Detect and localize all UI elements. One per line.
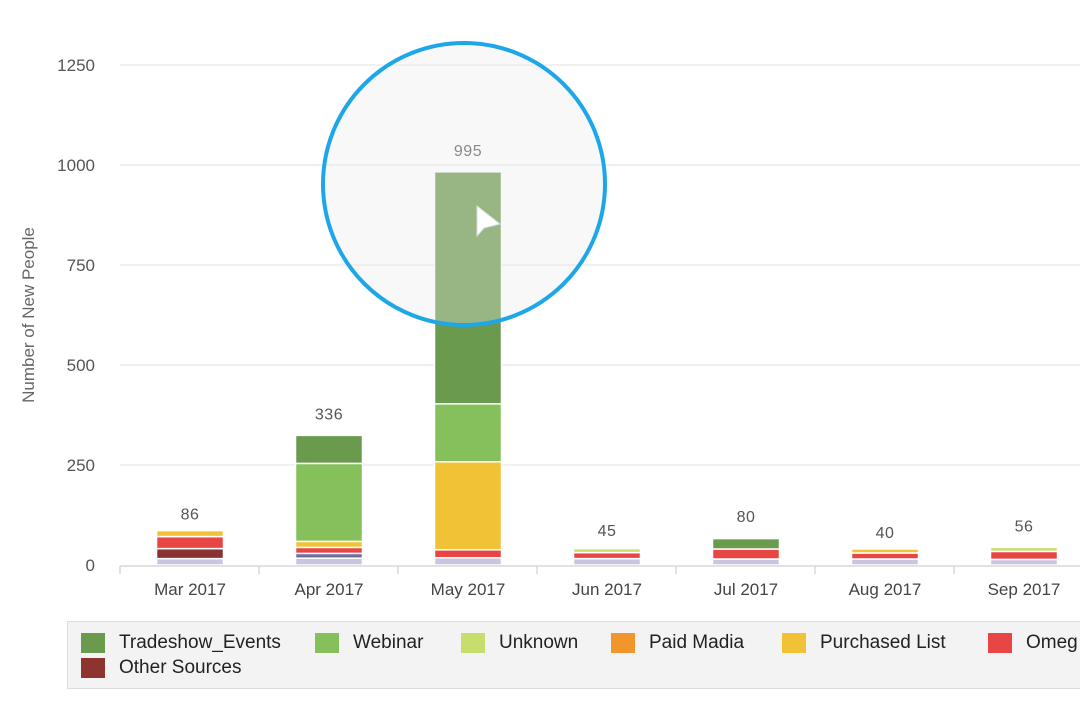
- legend-swatch: [611, 633, 635, 653]
- bars: [155, 171, 1059, 566]
- bar-segment: [433, 549, 503, 559]
- bar-segment: [572, 547, 642, 554]
- legend-label: Unknown: [499, 632, 579, 653]
- legend-label: Paid Madia: [649, 632, 745, 653]
- bar-total-label: 80: [737, 509, 756, 526]
- legend-item[interactable]: Webinar: [315, 632, 423, 654]
- bar-segment: [433, 171, 503, 405]
- y-tick-label: 1250: [57, 56, 95, 75]
- bar-segment: [155, 529, 225, 538]
- legend-label: Tradeshow_Events: [119, 632, 281, 653]
- y-axis-title: Number of New People: [19, 227, 38, 403]
- bar-total-label: 40: [876, 525, 895, 542]
- bar-segment: [155, 557, 225, 566]
- y-tick-label: 750: [67, 256, 95, 275]
- legend-label: Other Sources: [119, 657, 242, 678]
- x-tick-label: May 2017: [431, 580, 506, 599]
- bar-segment: [572, 551, 642, 560]
- bar-segment: [155, 535, 225, 550]
- legend-swatch: [782, 633, 806, 653]
- x-axis: Mar 2017 Apr 2017 May 2017 Jun 2017 Jul 2017…: [119, 565, 1080, 599]
- highlight-circle: [321, 41, 607, 327]
- x-tick-label: Jun 2017: [572, 580, 642, 599]
- legend-item[interactable]: Unknown: [461, 632, 578, 654]
- gridlines: [120, 64, 1080, 466]
- bar-total-label: 336: [315, 407, 343, 424]
- legend-item[interactable]: Omeg: [988, 632, 1078, 654]
- bar-segment: [711, 537, 781, 550]
- bar-segment: [294, 434, 364, 465]
- bar-total-label: 995: [454, 143, 482, 160]
- bar-segment: [433, 557, 503, 566]
- bar-total-label: 45: [598, 523, 617, 540]
- legend-swatch: [315, 633, 339, 653]
- bar-segment: [294, 557, 364, 566]
- bar-segment: [711, 558, 781, 566]
- bar-segment: [155, 547, 225, 560]
- bar-segment: [850, 548, 920, 554]
- legend-item[interactable]: Purchased List: [782, 632, 946, 654]
- y-tick-label: 250: [67, 456, 95, 475]
- legend-swatch: [988, 633, 1012, 653]
- y-axis-ticks: 0 250 500 750 1000 1250: [57, 56, 95, 575]
- bar-segment: [711, 548, 781, 560]
- y-tick-label: 0: [86, 556, 95, 575]
- bar-segment: [989, 550, 1059, 561]
- bar-segment: [850, 558, 920, 566]
- bar-segment: [989, 546, 1059, 553]
- bar-segment: [294, 462, 364, 543]
- legend-label: Omeg: [1026, 632, 1078, 653]
- bar-segment: [433, 403, 503, 463]
- bar-total-label: 56: [1015, 519, 1034, 536]
- legend-swatch: [81, 633, 105, 653]
- y-tick-label: 1000: [57, 156, 95, 175]
- x-tick-label: Sep 2017: [988, 580, 1061, 599]
- legend-label: Webinar: [353, 632, 424, 653]
- cursor-arrow-icon: [476, 204, 502, 238]
- bar-segment: [989, 558, 1059, 566]
- bar-segment: [294, 546, 364, 555]
- bar-totals: 86 336 995 45 80 40 56: [181, 143, 1034, 542]
- bar-segment: [572, 557, 642, 566]
- bar-segment: [433, 461, 503, 551]
- legend-item[interactable]: Paid Madia: [611, 632, 744, 654]
- x-tick-label: Mar 2017: [154, 580, 226, 599]
- x-tick-label: Jul 2017: [714, 580, 778, 599]
- x-tick-label: Apr 2017: [295, 580, 364, 599]
- bar-total-label: 86: [181, 507, 200, 524]
- legend-swatch: [461, 633, 485, 653]
- legend-item[interactable]: Tradeshow_Events: [81, 632, 281, 654]
- chart-legend: Tradeshow_Events Webinar Unknown Paid Madia…: [67, 621, 1080, 689]
- y-tick-label: 500: [67, 356, 95, 375]
- bar-segment: [294, 540, 364, 549]
- legend-swatch: [81, 658, 105, 678]
- highlight-magnifier: [321, 41, 607, 327]
- x-tick-label: Aug 2017: [849, 580, 922, 599]
- legend-item[interactable]: Other Sources: [81, 657, 242, 679]
- legend-label: Purchased List: [820, 632, 946, 653]
- bar-segment: [850, 552, 920, 560]
